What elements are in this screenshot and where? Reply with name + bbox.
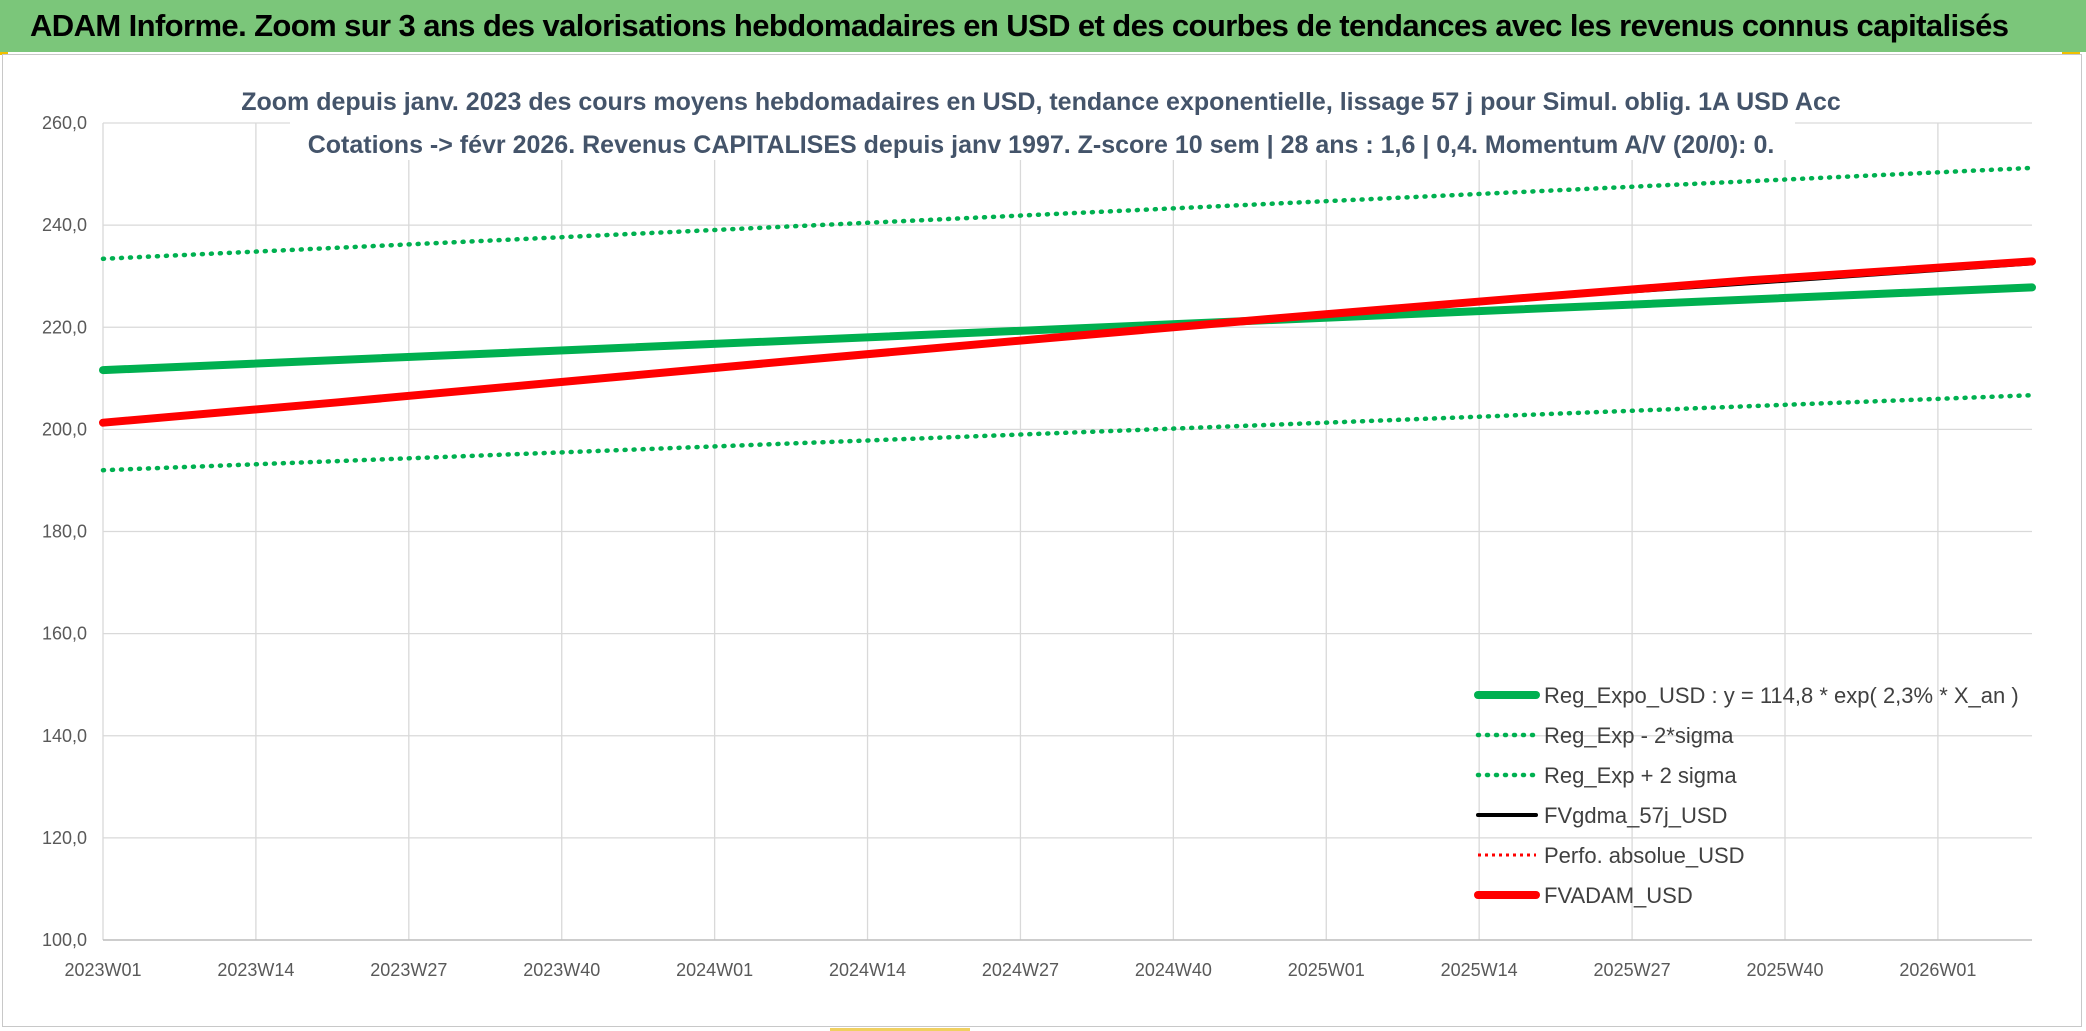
chart-series: [99, 165, 2036, 473]
x-tick-label: 2025W40: [1746, 960, 1823, 980]
x-tick-label: 2025W27: [1594, 960, 1671, 980]
x-tick-label: 2023W01: [64, 960, 141, 980]
x-tick-label: 2023W40: [523, 960, 600, 980]
legend-label: FVgdma_57j_USD: [1544, 803, 1727, 828]
y-tick-label: 160,0: [42, 624, 87, 644]
frame-accent-bottom: [830, 1028, 970, 1031]
x-tick-label: 2023W14: [217, 960, 294, 980]
chart-subtitle-line-1: Zoom depuis janv. 2023 des cours moyens …: [241, 88, 1841, 116]
subtitle-background: [290, 80, 1795, 160]
series-line-5: [99, 257, 2036, 427]
y-tick-label: 220,0: [42, 317, 87, 337]
y-tick-label: 140,0: [42, 726, 87, 746]
series-line-1: [100, 392, 2035, 473]
legend-label: Reg_Expo_USD : y = 114,8 * exp( 2,3% * X…: [1544, 683, 2019, 708]
chart-tick-labels: 100,0 120,0 140,0 160,0 180,0 200,0 220,0 240,0…: [42, 113, 1976, 980]
chart-frame: [2, 54, 2082, 1027]
series-line-0: [99, 283, 2036, 375]
legend-label: FVADAM_USD: [1544, 883, 1693, 908]
x-tick-label: 2024W27: [982, 960, 1059, 980]
banner-accent-left: [0, 52, 8, 55]
legend-label: Reg_Exp + 2 sigma: [1544, 763, 1737, 788]
x-tick-label: 2024W01: [676, 960, 753, 980]
x-tick-label: 2025W01: [1288, 960, 1365, 980]
x-tick-label: 2025W14: [1441, 960, 1518, 980]
x-tick-label: 2024W14: [829, 960, 906, 980]
legend-label: Reg_Exp - 2*sigma: [1544, 723, 1734, 748]
report-title: ADAM Informe. Zoom sur 3 ans des valoris…: [30, 8, 2009, 43]
x-tick-label: 2023W27: [370, 960, 447, 980]
y-tick-label: 180,0: [42, 522, 87, 542]
y-tick-label: 240,0: [42, 215, 87, 235]
x-tick-label: 2024W40: [1135, 960, 1212, 980]
y-tick-label: 120,0: [42, 828, 87, 848]
series-line-2: [100, 165, 2035, 262]
report-banner: ADAM Informe. Zoom sur 3 ans des valoris…: [0, 0, 2086, 52]
legend-label: Perfo. absolue_USD: [1544, 843, 1745, 868]
y-tick-label: 260,0: [42, 113, 87, 133]
y-tick-label: 100,0: [42, 930, 87, 950]
chart-legend: Reg_Expo_USD : y = 114,8 * exp( 2,3% * X…: [1474, 683, 2019, 908]
y-tick-label: 200,0: [42, 419, 87, 439]
chart-subtitle-line-2: Cotations -> févr 2026. Revenus CAPITALI…: [308, 131, 1775, 159]
x-tick-label: 2026W01: [1899, 960, 1976, 980]
banner-accent-right: [2062, 52, 2080, 55]
